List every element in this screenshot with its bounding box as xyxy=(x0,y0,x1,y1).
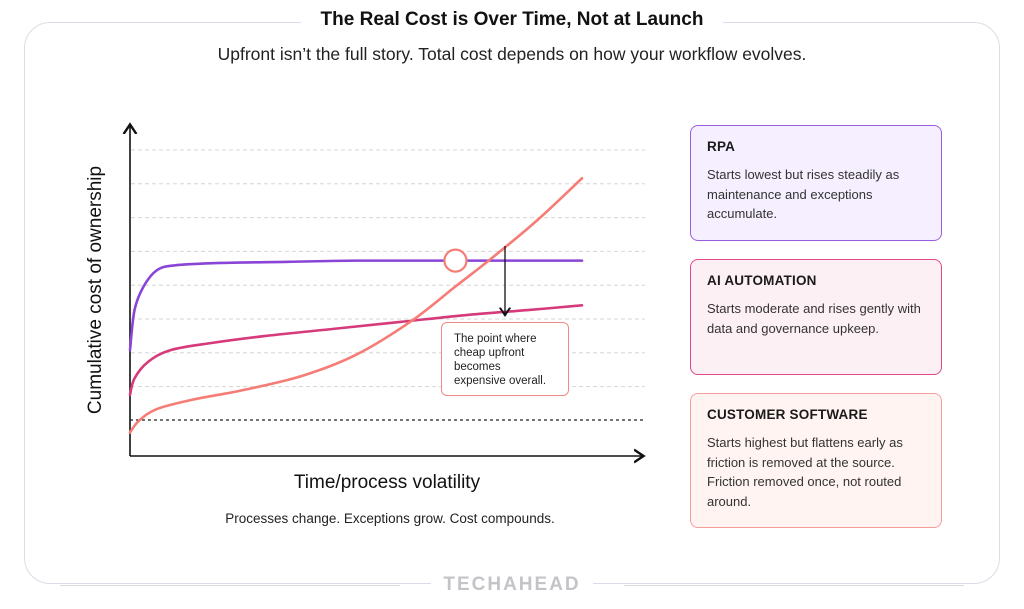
series-line-coral xyxy=(128,176,584,434)
card-rpa: RPA Starts lowest but rises steadily as … xyxy=(690,125,942,241)
annotation-line: becomes xyxy=(454,361,501,373)
page-title: The Real Cost is Over Time, Not at Launc… xyxy=(300,9,724,30)
series-line-magenta xyxy=(128,304,584,397)
card-customer-software: CUSTOMER SOFTWARE Starts highest but fla… xyxy=(690,393,942,528)
annotation-box: The point where cheap upfront becomes ex… xyxy=(441,322,569,396)
logo-text: TECHAHEAD xyxy=(431,574,593,595)
chart-caption: Processes change. Exceptions grow. Cost … xyxy=(225,511,555,526)
annotation-line: expensive overall. xyxy=(454,375,547,387)
card-heading: CUSTOMER SOFTWARE xyxy=(707,407,868,422)
logo: TECHAHEAD xyxy=(0,574,1024,596)
y-axis-label: Cumulative cost of ownership xyxy=(85,166,106,414)
annotation-line: The point where xyxy=(454,333,537,345)
annotation-line: cheap upfront xyxy=(454,347,525,359)
footer-divider-left xyxy=(60,585,400,586)
card-ai-automation: AI AUTOMATION Starts moderate and rises … xyxy=(690,259,942,375)
crossover-marker xyxy=(443,248,468,273)
card-heading: RPA xyxy=(707,139,736,154)
x-axis-label: Time/process volatility xyxy=(294,472,481,493)
series-line-purple xyxy=(128,259,584,352)
card-body: Starts lowest but rises steadily as main… xyxy=(707,167,900,221)
card-body: Starts highest but flattens early as fri… xyxy=(707,435,903,509)
footer-divider-right xyxy=(624,585,964,586)
card-body: Starts moderate and rises gently with da… xyxy=(707,301,921,336)
card-heading: AI AUTOMATION xyxy=(707,273,817,288)
title-block: The Real Cost is Over Time, Not at Launc… xyxy=(0,9,1024,31)
page-subtitle: Upfront isn’t the full story. Total cost… xyxy=(217,44,807,64)
